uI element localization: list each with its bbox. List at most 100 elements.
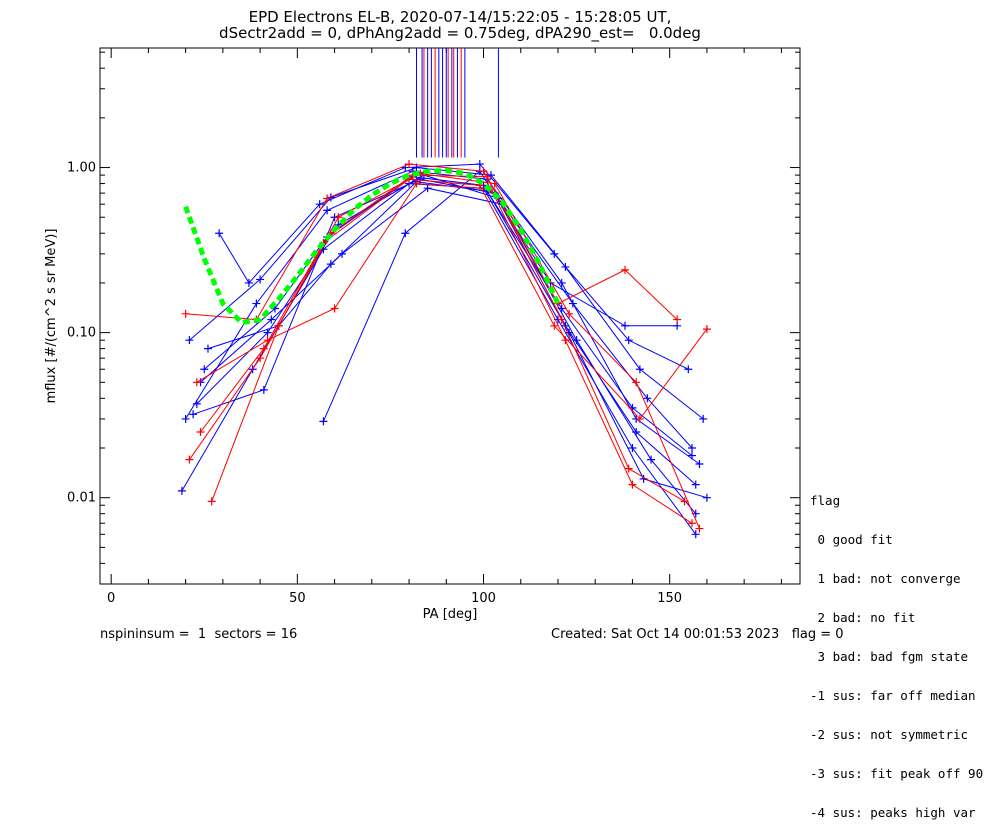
x-axis-label: PA [deg] (423, 607, 478, 622)
flux-data-point (632, 428, 641, 437)
flux-series-line (211, 172, 700, 529)
flux-data-point (263, 328, 272, 337)
footer-spin-info: nspininsum = 1 sectors = 16 (100, 627, 298, 642)
flux-data-point (259, 385, 268, 394)
footer-created-info: Created: Sat Oct 14 00:01:53 2023 flag =… (551, 627, 844, 642)
x-tick-label: 0 (107, 591, 115, 606)
x-tick-label: 150 (657, 591, 682, 606)
flux-data-point (412, 179, 421, 188)
flux-series-line (200, 178, 708, 433)
flux-data-point (256, 275, 265, 284)
flux-data-point (189, 410, 198, 419)
flux-data-point (565, 309, 574, 318)
flux-data-point (196, 428, 205, 437)
flux-data-point (550, 249, 559, 258)
flux-data-point (330, 304, 339, 313)
flux-data-point (401, 163, 410, 172)
flux-data-point (557, 278, 566, 287)
flux-data-point (215, 229, 224, 238)
flux-data-point (643, 394, 652, 403)
flux-data-point (483, 172, 492, 181)
flux-series-line (189, 167, 704, 420)
flux-data-point (550, 321, 559, 330)
flux-data-point (203, 344, 212, 353)
legend-item: 0 good fit (810, 532, 893, 547)
flux-data-point (673, 315, 682, 324)
y-tick-label: 0.10 (67, 326, 96, 341)
flux-data-point (256, 354, 265, 363)
x-tick-label: 50 (289, 591, 306, 606)
plot-frame (99, 47, 801, 585)
flux-data-point (319, 417, 328, 426)
fit-curve (183, 167, 561, 326)
flux-data-point (181, 414, 190, 423)
legend-item: 2 bad: no fit (810, 610, 916, 625)
flux-data-point (401, 229, 410, 238)
flux-data-point (177, 486, 186, 495)
flux-data-point (490, 179, 499, 188)
flux-data-point (688, 451, 697, 460)
legend-title: flag (810, 493, 841, 508)
legend-item: 3 bad: bad fgm state (810, 649, 969, 664)
chart-title-line-2: dSectr2add = 0, dPhAng2add = 0.75deg, dP… (219, 24, 701, 42)
legend-item: -2 sus: not symmetric (810, 727, 969, 742)
flux-data-point (252, 299, 261, 308)
y-tick-label: 1.00 (67, 161, 96, 176)
flux-data-point (647, 455, 656, 464)
flux-data-point (475, 160, 484, 169)
flux-data-point (688, 519, 697, 528)
flux-data-point (479, 167, 488, 176)
flux-data-point (323, 206, 332, 215)
flux-data-point (323, 194, 332, 203)
flag-legend: flag 0 good fit 1 bad: not converge 2 ba… (810, 468, 983, 832)
flux-data-point (200, 365, 209, 374)
flux-data-point (568, 299, 577, 308)
flux-data-point (557, 304, 566, 313)
legend-item: -1 sus: far off median (810, 688, 976, 703)
flux-data-point (699, 414, 708, 423)
legend-item: 1 bad: not converge (810, 571, 961, 586)
flux-data-point (405, 160, 414, 169)
flux-series-line (200, 187, 697, 515)
chart-title-line-1: EPD Electrons EL-B, 2020-07-14/15:22:05 … (248, 8, 672, 26)
flux-data-point (267, 315, 276, 324)
flux-data-point (244, 278, 253, 287)
flux-data-point (684, 365, 693, 374)
flux-data-point (192, 378, 201, 387)
chart-plot: 0 50 100 150 0.01 0.10 1.00 PA [deg] mflux [#/… (44, 47, 801, 622)
flux-data-point (185, 336, 194, 345)
flux-data-point (635, 365, 644, 374)
flux-data-point (259, 344, 268, 353)
flux-data-point (181, 309, 190, 318)
flux-data-point (423, 184, 432, 193)
flux-series-line (185, 170, 700, 465)
flux-data-point (628, 443, 637, 452)
flux-data-point (315, 200, 324, 209)
flux-series-line (188, 174, 685, 502)
flux-data-point (691, 530, 700, 539)
flux-data-point (628, 480, 637, 489)
flux-data-point (192, 399, 201, 408)
x-tick-label: 100 (471, 591, 496, 606)
flux-data-point (695, 524, 704, 533)
flux-series-line (203, 176, 693, 456)
flux-data-point (621, 265, 629, 274)
flux-data-point (702, 325, 711, 334)
flux-data-point (557, 315, 566, 324)
y-axis-label: mflux [#/(cm^2 s sr MeV)] (44, 229, 59, 404)
flux-data-point (334, 213, 343, 222)
flux-data-point (624, 464, 633, 473)
flux-data-point (691, 480, 700, 489)
flux-data-point (621, 321, 629, 330)
flux-data-point (207, 497, 216, 506)
flux-data-point (688, 443, 697, 452)
flux-data-point (635, 414, 644, 423)
legend-item: -3 sus: fit peak off 90 (810, 766, 984, 781)
flux-series-line (218, 163, 689, 370)
flux-data-point (695, 459, 704, 468)
flux-data-point (632, 378, 641, 387)
legend-item: -4 sus: peaks high var (810, 805, 976, 820)
flux-data-point (326, 260, 335, 269)
flux-data-point (624, 336, 633, 345)
flux-series-line (185, 163, 678, 321)
